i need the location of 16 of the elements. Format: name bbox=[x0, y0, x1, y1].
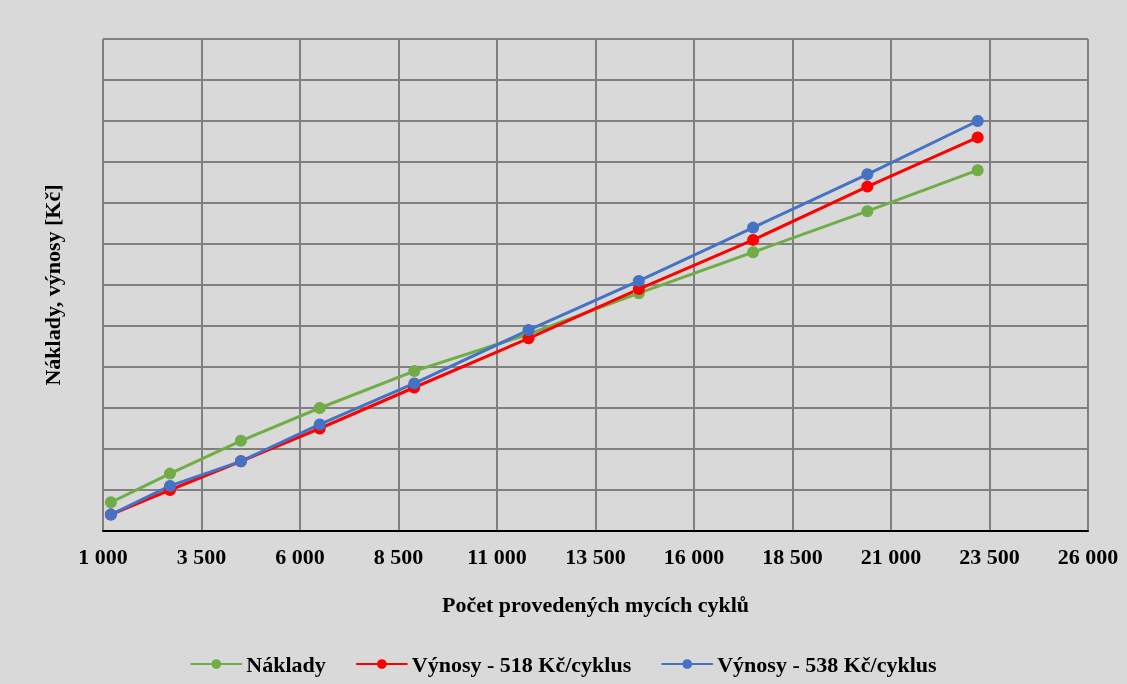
x-tick-label: 13 500 bbox=[565, 543, 626, 569]
x-tick-label: 1 000 bbox=[78, 543, 128, 569]
x-tick-label: 21 000 bbox=[860, 543, 922, 569]
x-tick-label: 3 500 bbox=[176, 543, 227, 569]
legend-label: Náklady bbox=[246, 651, 326, 677]
x-tick-label: 18 500 bbox=[762, 543, 823, 569]
y-axis-title: Náklady, výnosy [Kč] bbox=[39, 184, 65, 386]
x-tick-label: 8 500 bbox=[373, 543, 424, 569]
x-tick-label: 6 000 bbox=[275, 543, 325, 569]
x-tick-label: 11 000 bbox=[467, 543, 527, 569]
x-tick-label: 16 000 bbox=[663, 543, 725, 569]
legend-label: Výnosy - 538 Kč/cyklus bbox=[717, 651, 938, 677]
legend-label: Výnosy - 518 Kč/cyklus bbox=[411, 651, 632, 677]
x-tick-label: 23 500 bbox=[959, 543, 1020, 569]
x-tick-label: 26 000 bbox=[1057, 543, 1119, 569]
x-axis-title: Počet provedených mycích cyklů bbox=[442, 591, 749, 617]
